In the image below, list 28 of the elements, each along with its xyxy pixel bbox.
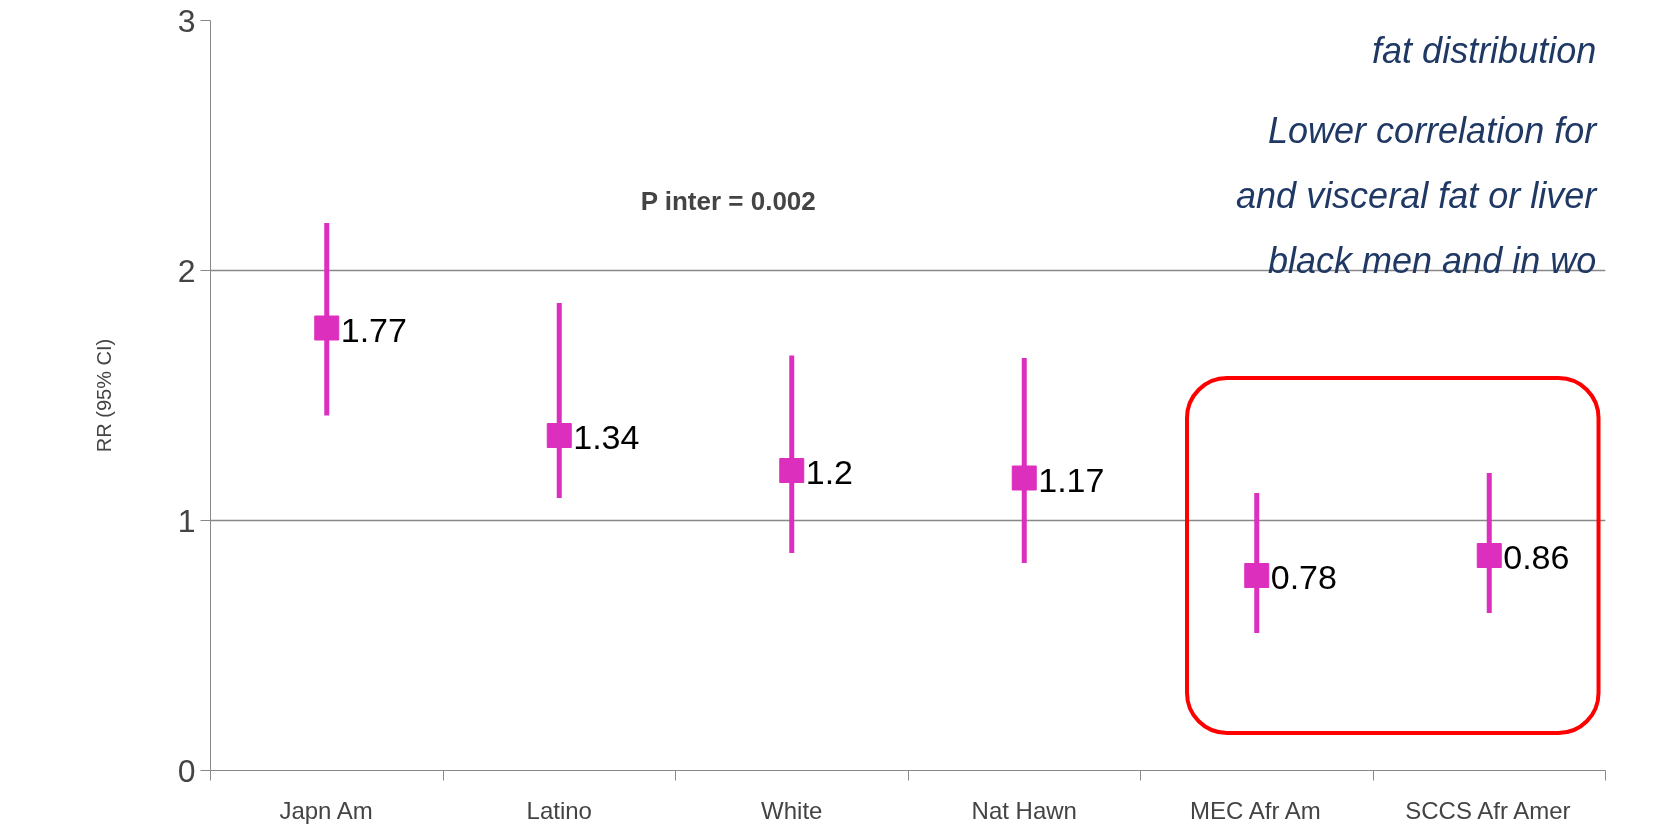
data-label: 0.86 [1503, 538, 1570, 576]
annotation: Lower correlation for [1268, 110, 1599, 151]
point [314, 315, 340, 341]
y-tick-label: 0 [177, 752, 196, 789]
x-tick-label: MEC Afr Am [1190, 796, 1321, 824]
data-label: 1.2 [805, 453, 854, 491]
annotation: and visceral fat or liver [1236, 175, 1599, 216]
data-label: 1.17 [1038, 460, 1105, 499]
annotation: P inter = 0.002 [640, 185, 816, 216]
x-tick-label: White [761, 796, 823, 824]
x-tick-label: Japn Am [279, 796, 373, 824]
point [779, 458, 805, 483]
x-tick-label: Latino [526, 796, 592, 824]
y-tick-label: 2 [177, 252, 196, 289]
y-axis-title: RR (95% CI) [92, 338, 115, 453]
data-label: 1.77 [340, 310, 407, 349]
point [1011, 465, 1037, 491]
annotation: black men and in wo [1268, 240, 1597, 281]
y-tick-label: 3 [177, 2, 196, 39]
point [546, 423, 572, 448]
x-tick-label: Nat Hawn [971, 796, 1077, 824]
data-label: 1.34 [573, 418, 640, 456]
annotation: fat distribution [1372, 30, 1597, 71]
data-label: 0.78 [1270, 558, 1337, 596]
point [1244, 563, 1270, 588]
point [1476, 543, 1502, 568]
y-tick-label: 1 [177, 502, 196, 539]
x-tick-label: SCCS Afr Amer [1405, 796, 1571, 824]
